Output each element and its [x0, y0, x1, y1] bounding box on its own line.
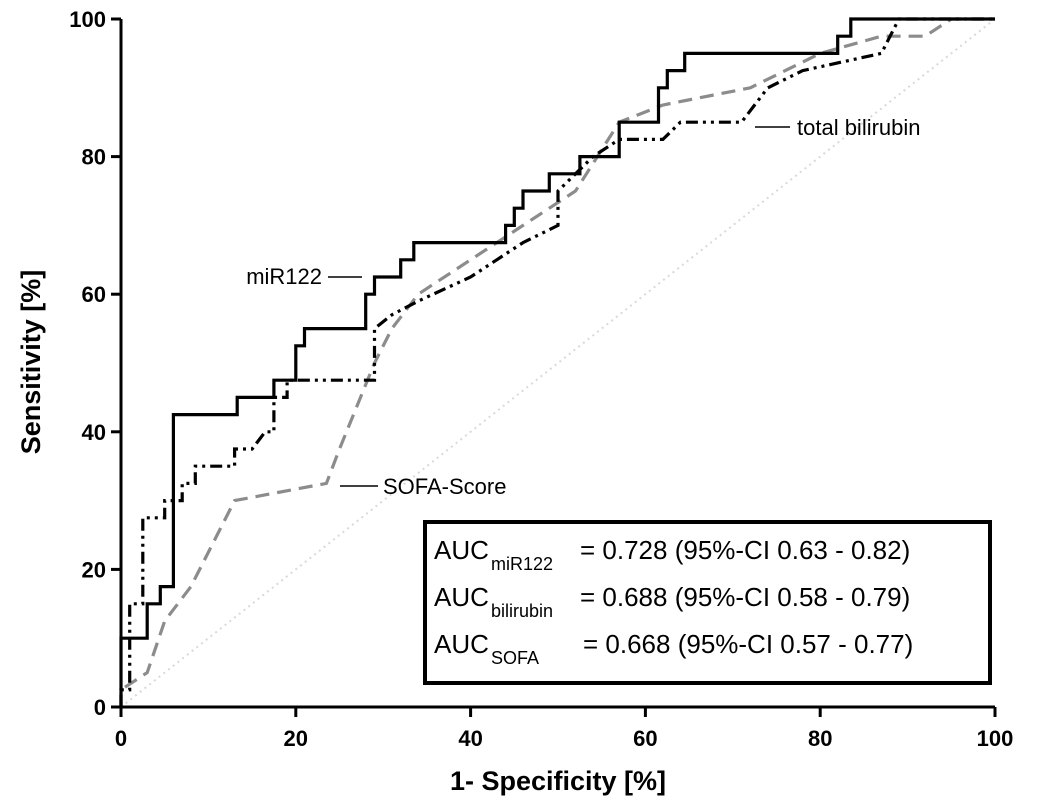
annotation-label-sofa-score: SOFA-Score: [383, 474, 506, 499]
y-tick-label-0: 0: [94, 695, 106, 720]
x-tick-label-60: 60: [633, 726, 657, 751]
y-tick-label-100: 100: [69, 7, 106, 32]
auc-subscript: SOFA: [491, 648, 539, 668]
auc-prefix: AUC: [434, 629, 489, 659]
y-axis-title: Sensitivity [%]: [16, 270, 46, 455]
auc-value: = 0.668 (95%-CI 0.57 - 0.77): [583, 629, 913, 659]
auc-box-frame: [423, 520, 992, 685]
y-tick-label-60: 60: [82, 282, 106, 307]
x-tick-label-100: 100: [977, 726, 1014, 751]
x-tick-label-20: 20: [284, 726, 308, 751]
series-line-mir122: [119, 17, 995, 707]
annotation-label-total-bilirubin: total bilirubin: [797, 115, 921, 140]
auc-row-sofa: AUC SOFA = 0.668 (95%-CI 0.57 - 0.77): [434, 629, 913, 668]
auc-row-mir122: AUC miR122 = 0.728 (95%-CI 0.63 - 0.82): [434, 535, 910, 574]
auc-prefix: AUC: [434, 535, 489, 565]
auc-prefix: AUC: [434, 582, 489, 612]
axes: 0 20 40 60 80 100 0 20 40 60 80 100: [69, 7, 1013, 751]
x-axis-title: 1- Specificity [%]: [450, 766, 666, 796]
series-line-total-bilirubin: [119, 17, 995, 707]
auc-value: = 0.688 (95%-CI 0.58 - 0.79): [580, 582, 910, 612]
x-tick-label-80: 80: [808, 726, 832, 751]
plot-area: [119, 17, 996, 708]
y-tick-label-80: 80: [82, 145, 106, 170]
auc-subscript: miR122: [491, 554, 553, 574]
auc-box: AUC miR122 = 0.728 (95%-CI 0.63 - 0.82)AUC…: [423, 520, 992, 685]
x-tick-label-0: 0: [115, 726, 127, 751]
auc-subscript: bilirubin: [491, 601, 553, 621]
auc-value: = 0.728 (95%-CI 0.63 - 0.82): [580, 535, 910, 565]
series-line-sofa-score: [119, 17, 995, 707]
auc-row-bilirubin: AUC bilirubin = 0.688 (95%-CI 0.58 - 0.79): [434, 582, 910, 621]
annotation-label-mir122: miR122: [246, 264, 322, 289]
series-annotations: miR122 total bilirubin SOFA-Score: [246, 115, 920, 499]
x-tick-label-40: 40: [458, 726, 482, 751]
y-tick-label-20: 20: [82, 557, 106, 582]
y-tick-label-40: 40: [82, 420, 106, 445]
